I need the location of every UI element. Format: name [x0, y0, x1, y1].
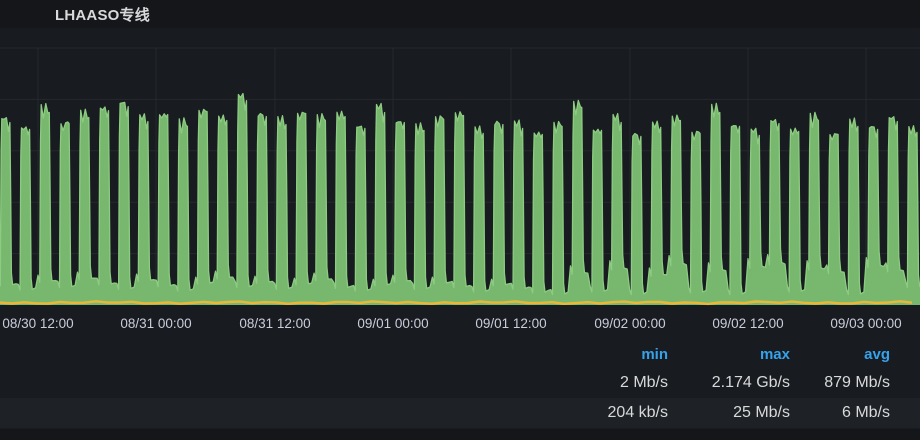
legend-header-avg[interactable]: avg [864, 346, 890, 363]
timeseries-chart[interactable] [0, 28, 920, 313]
x-axis-tick-label: 09/02 00:00 [594, 316, 666, 331]
panel-header: LHAASO专线 [0, 0, 920, 28]
stat-avg-value: 879 Mb/s [824, 374, 890, 391]
panel-title[interactable]: LHAASO专线 [55, 7, 150, 24]
stat-max-value: 2.174 Gb/s [711, 374, 790, 391]
legend-header-row: min max avg [0, 342, 920, 368]
x-axis-tick-label: 08/31 12:00 [239, 316, 311, 331]
x-axis-tick-label: 08/31 00:00 [120, 316, 192, 331]
stat-max-value: 25 Mb/s [733, 404, 790, 421]
stat-min-value: 204 kb/s [607, 404, 668, 421]
legend-header-min[interactable]: min [641, 346, 668, 363]
legend-row-yellow-series: 204 kb/s 25 Mb/s 6 Mb/s [0, 398, 920, 428]
x-axis: 08/30 12:00 08/31 00:00 08/31 12:00 09/0… [0, 313, 920, 342]
legend-row-green-series: 2 Mb/s 2.174 Gb/s 879 Mb/s [0, 368, 920, 398]
x-axis-tick-label: 08/30 12:00 [2, 316, 74, 331]
x-axis-tick-label: 09/01 12:00 [475, 316, 547, 331]
x-axis-tick-label: 09/01 00:00 [357, 316, 429, 331]
stat-avg-value: 6 Mb/s [841, 404, 890, 421]
legend-header-max[interactable]: max [759, 346, 790, 363]
x-axis-tick-label: 09/03 00:00 [830, 316, 902, 331]
stat-min-value: 2 Mb/s [619, 374, 668, 391]
legend-table: min max avg 2 Mb/s 2.174 Gb/s 879 Mb/s 2… [0, 342, 920, 429]
chart-canvas[interactable] [0, 28, 920, 313]
x-axis-tick-label: 09/02 12:00 [712, 316, 784, 331]
